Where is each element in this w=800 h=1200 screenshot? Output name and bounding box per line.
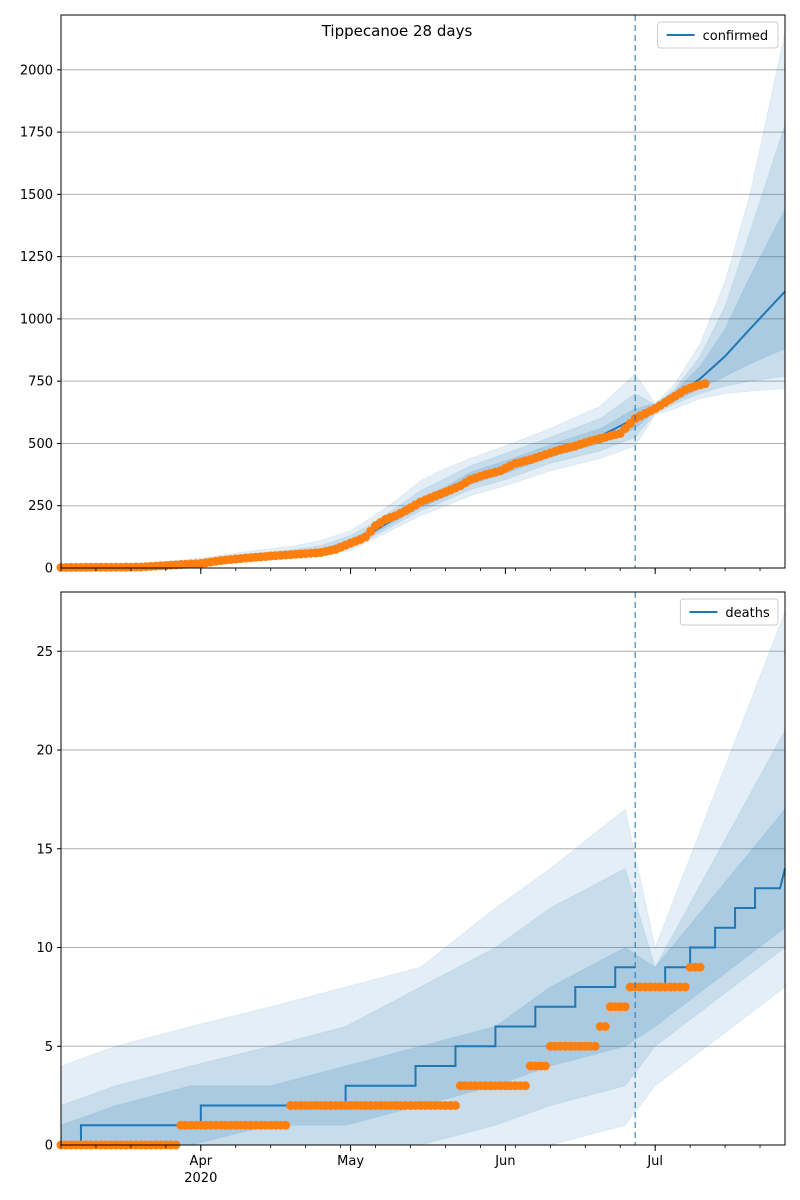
- y-tick-label: 25: [36, 645, 53, 660]
- y-tick-label: 1750: [20, 126, 53, 141]
- observed-point: [680, 982, 690, 992]
- legend: deaths: [679, 598, 779, 626]
- y-tick-label: 0: [45, 1139, 53, 1154]
- y-tick-label: 250: [28, 499, 53, 514]
- observed-point: [450, 1101, 460, 1110]
- y-tick-label: 20: [36, 744, 53, 759]
- chart-title: Tippecanoe 28 days: [321, 22, 473, 40]
- legend-box: [679, 598, 779, 626]
- legend-label: deaths: [725, 606, 770, 621]
- deaths-panel: 0 5 10 15 20 25 Apr 2020 May Jun Jul deaths: [36, 591, 786, 1186]
- y-tick-label: 0: [45, 562, 53, 577]
- y-tick-label: 1000: [20, 312, 53, 327]
- observed-point: [520, 1081, 530, 1091]
- forecast-line: [645, 868, 786, 988]
- confirmed-panel: 0 250 500 750 1000 1250 1500 1750 2000 confirmed: [20, 14, 786, 577]
- y-tick-label: 2000: [20, 63, 53, 78]
- observed-point: [620, 1002, 630, 1012]
- legend-box: [657, 21, 779, 49]
- x-tick-label: Apr: [190, 1154, 213, 1169]
- y-tick-label: 5: [45, 1040, 53, 1055]
- observed-point: [600, 1022, 610, 1031]
- legend: confirmed: [657, 21, 779, 49]
- x-tick-label: Jun: [494, 1154, 515, 1169]
- model-line: [60, 290, 786, 568]
- y-tick-label: 1250: [20, 250, 53, 265]
- x-tick-label: Jul: [646, 1154, 663, 1169]
- y-tick-label: 750: [28, 375, 53, 390]
- y-tick-label: 10: [36, 941, 53, 956]
- observed-point: [540, 1061, 550, 1071]
- x-tick-label: May: [337, 1154, 364, 1169]
- y-tick-label: 15: [36, 842, 53, 857]
- x-tick-year-label: 2020: [184, 1171, 217, 1186]
- x-axis: Apr 2020 May Jun Jul: [60, 1145, 761, 1186]
- observed-point: [700, 379, 710, 389]
- observed-point: [590, 1041, 600, 1051]
- x-axis: [60, 568, 761, 574]
- observed-point: [695, 962, 705, 972]
- y-tick-label: 1500: [20, 188, 53, 203]
- plot-frame: [60, 591, 786, 1146]
- uncertainty-band: [60, 32, 786, 569]
- plot-frame: [60, 14, 786, 569]
- observed-point: [281, 1120, 291, 1130]
- y-tick-label: 500: [28, 437, 53, 452]
- legend-label: confirmed: [703, 29, 769, 44]
